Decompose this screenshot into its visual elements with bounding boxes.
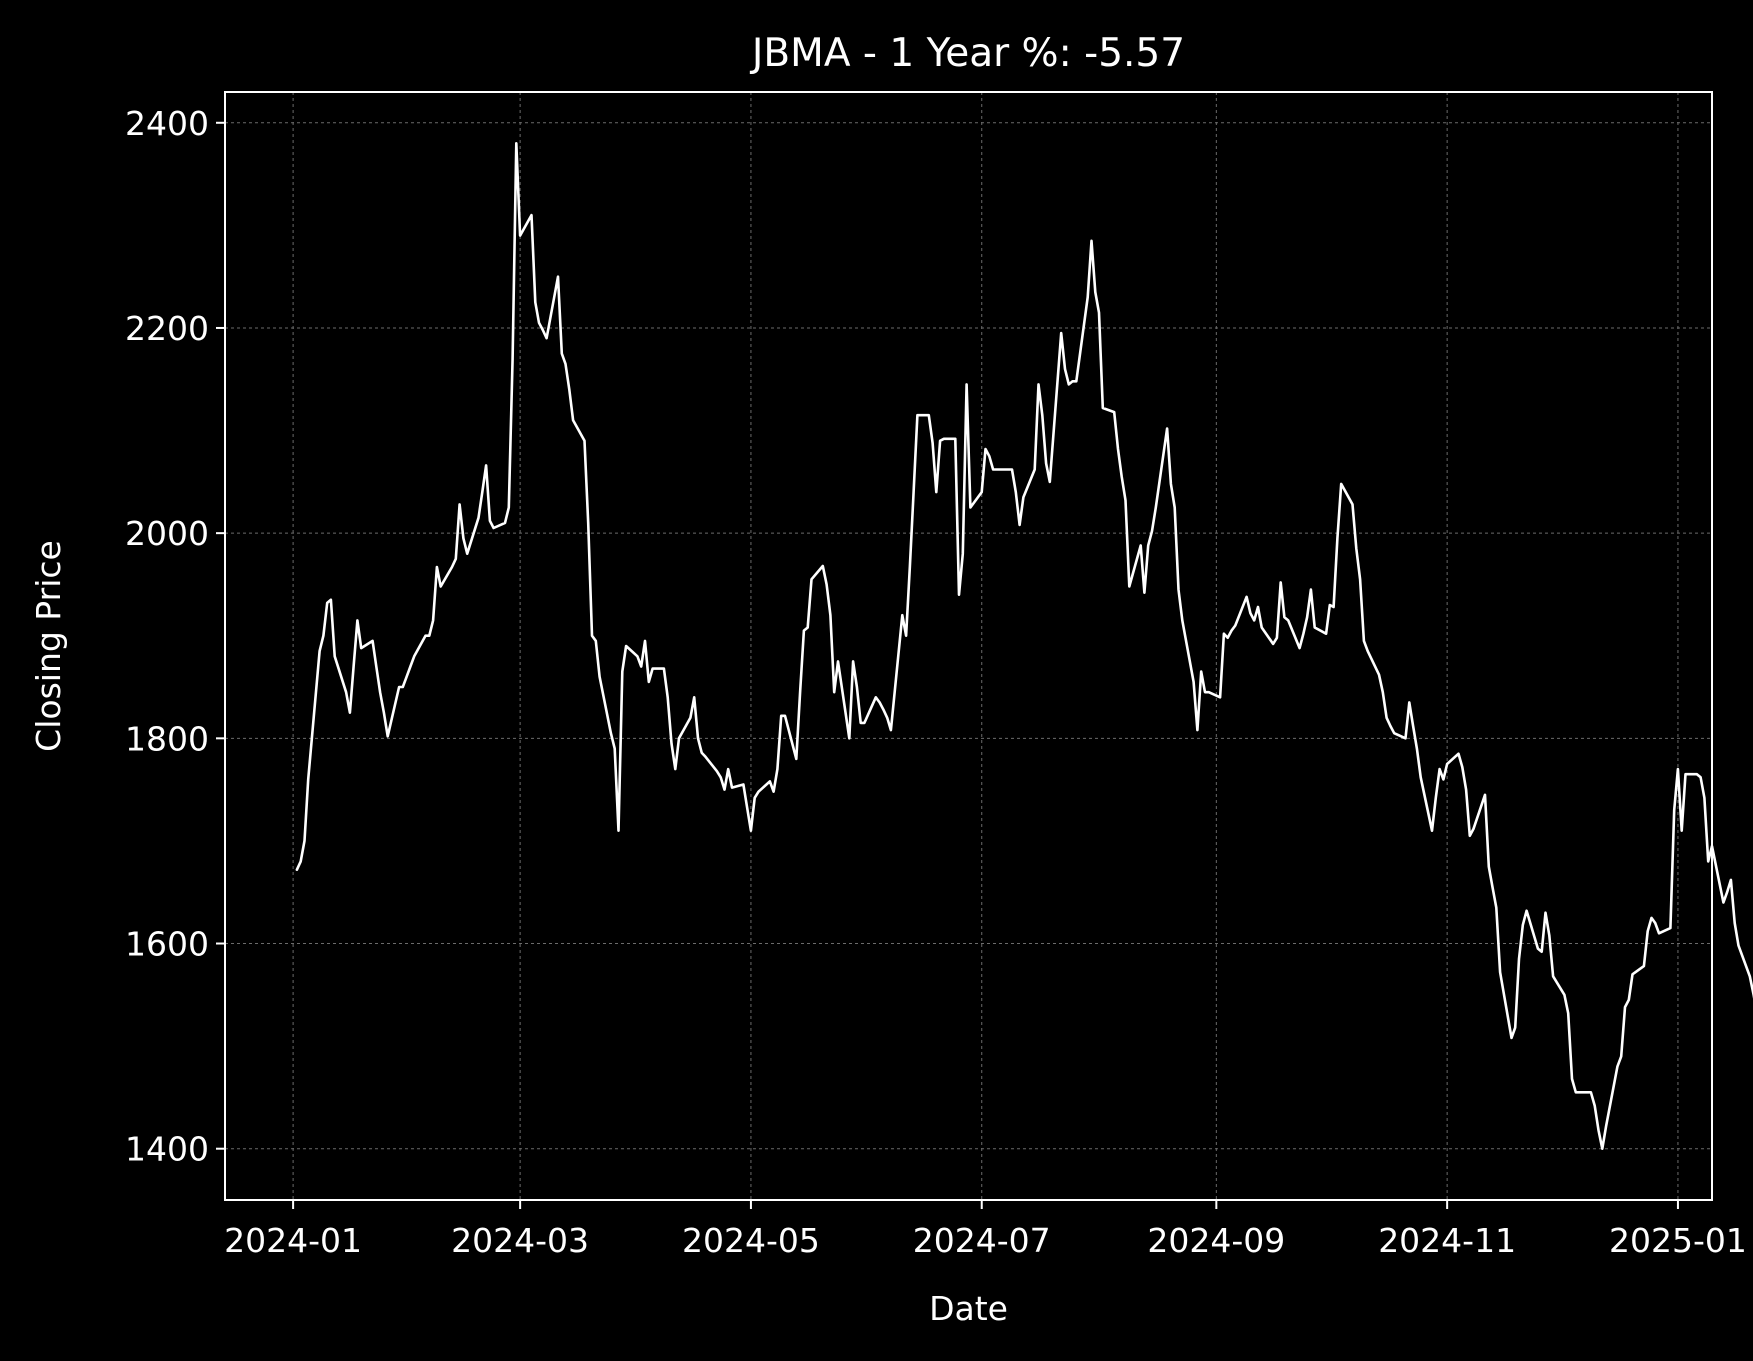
chart-title: JBMA - 1 Year %: -5.57 <box>749 31 1185 76</box>
y-tick-label: 1600 <box>125 925 209 964</box>
x-tick-label: 2024-09 <box>1147 1221 1285 1260</box>
y-axis-label: Closing Price <box>29 540 68 752</box>
y-tick-label: 2200 <box>125 309 209 348</box>
y-tick-label: 1400 <box>125 1130 209 1169</box>
x-tick-label: 2024-11 <box>1378 1221 1516 1260</box>
x-tick-label: 2024-07 <box>913 1221 1051 1260</box>
x-axis-label: Date <box>929 1289 1008 1328</box>
x-tick-label: 2024-05 <box>682 1221 820 1260</box>
x-tick-label: 2025-01 <box>1609 1221 1747 1260</box>
y-tick-label: 2000 <box>125 514 209 553</box>
x-tick-label: 2024-01 <box>224 1221 362 1260</box>
x-tick-label: 2024-03 <box>451 1221 589 1260</box>
y-tick-label: 1800 <box>125 719 209 758</box>
y-tick-label: 2400 <box>125 104 209 143</box>
